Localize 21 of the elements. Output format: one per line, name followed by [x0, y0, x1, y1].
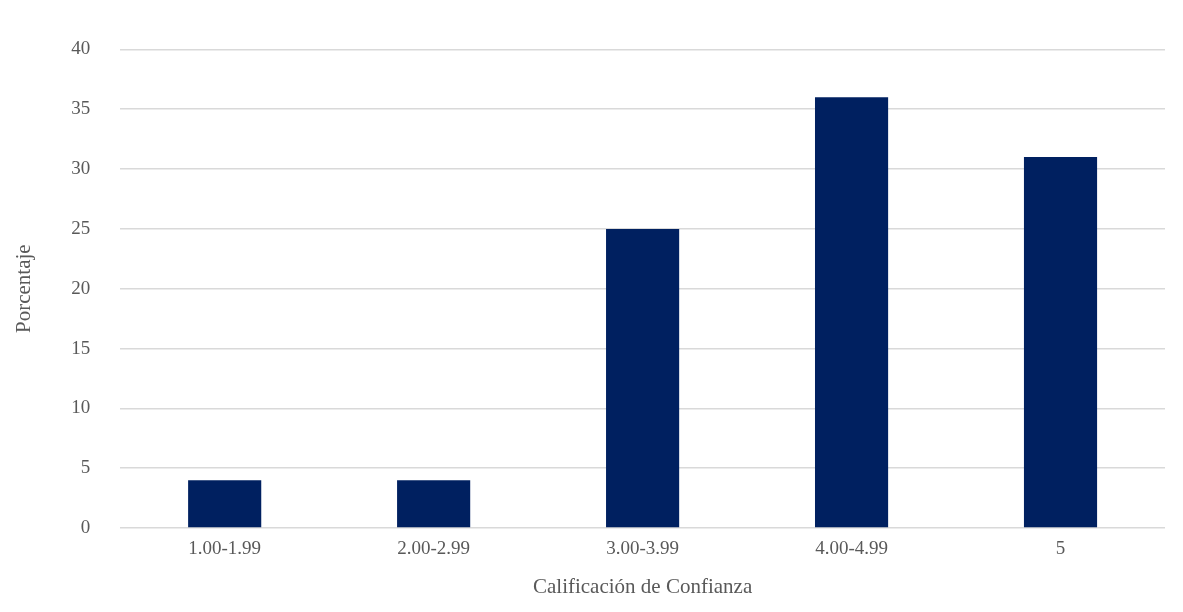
y-tick-label: 40	[71, 37, 91, 59]
x-axis-title: Calificación de Confianza	[532, 573, 753, 598]
x-tick-label: 5	[1055, 537, 1066, 559]
y-tick-label: 35	[71, 97, 91, 119]
x-tick-label: 4.00-4.99	[815, 537, 888, 559]
bar	[606, 228, 680, 528]
y-tick-label: 5	[80, 456, 91, 478]
y-tick-label: 15	[71, 336, 91, 358]
x-tick-label: 2.00-2.99	[397, 537, 471, 559]
bar	[814, 97, 889, 528]
y-tick-label: 20	[71, 276, 91, 298]
x-tick-label: 3.00-3.99	[606, 537, 680, 559]
x-tick-label: 1.00-1.99	[188, 537, 262, 559]
y-axis-title: Porcentaje	[11, 244, 36, 334]
bar	[397, 480, 471, 528]
y-tick-label: 10	[71, 396, 91, 418]
bar	[1023, 157, 1098, 528]
y-tick-label: 30	[71, 157, 91, 179]
bar	[188, 480, 262, 528]
y-tick-label: 25	[71, 216, 91, 238]
y-tick-label: 0	[80, 515, 91, 537]
